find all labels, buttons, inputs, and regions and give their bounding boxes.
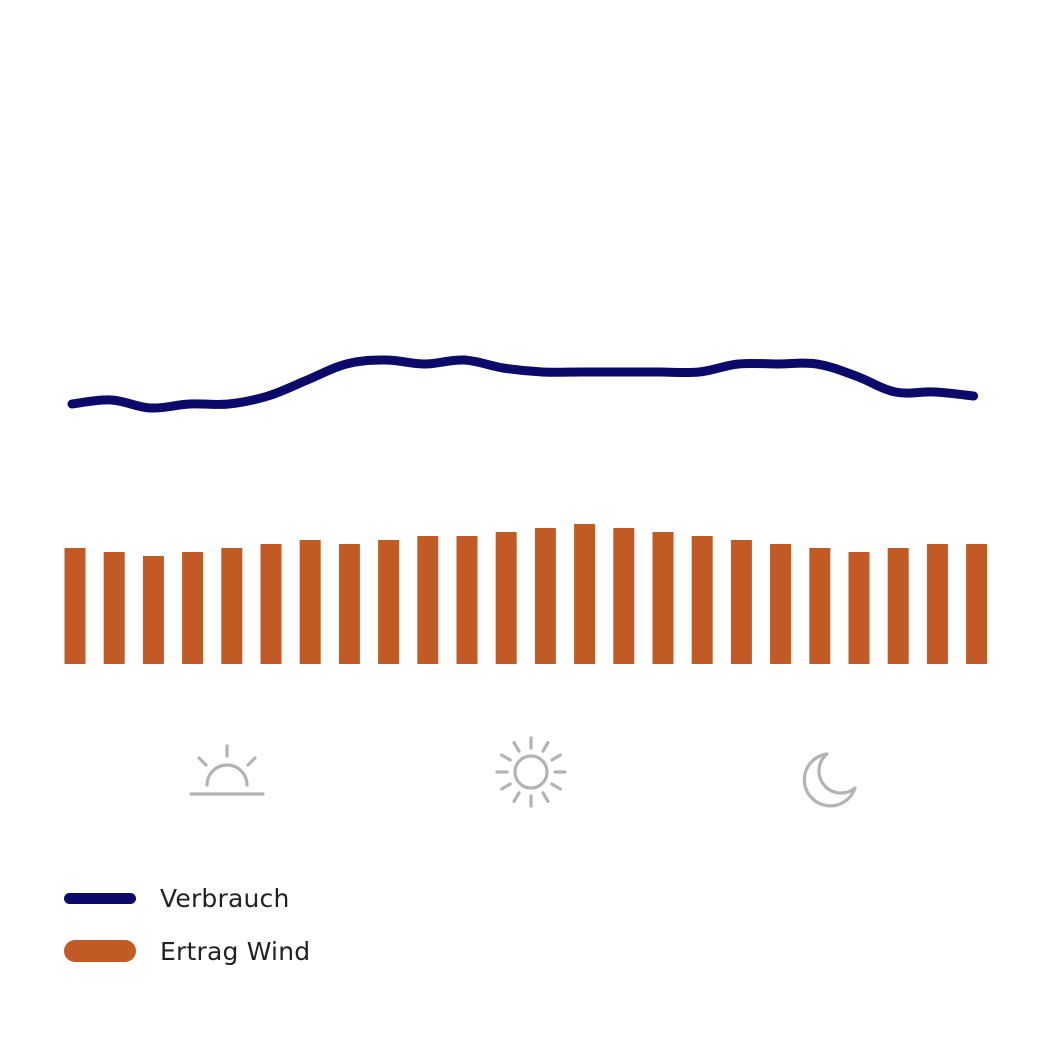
wind-bar bbox=[103, 552, 125, 664]
wind-bar bbox=[260, 544, 282, 664]
sun-icon bbox=[495, 736, 567, 808]
wind-bar bbox=[691, 536, 713, 664]
sun-ray bbox=[550, 782, 562, 791]
wind-bar bbox=[770, 544, 792, 664]
sun-ray bbox=[541, 741, 550, 753]
sun-ray bbox=[500, 782, 512, 791]
legend-item-consumption: Verbrauch bbox=[64, 878, 310, 918]
sun-ray bbox=[550, 753, 562, 762]
sun-ray bbox=[541, 791, 550, 803]
wind-bar bbox=[848, 552, 870, 664]
wind-bar bbox=[574, 524, 596, 664]
wind-bar bbox=[64, 548, 86, 664]
wind-bar bbox=[495, 532, 517, 664]
legend: Verbrauch Ertrag Wind bbox=[64, 878, 310, 984]
wind-bar bbox=[142, 556, 164, 664]
sun-ray bbox=[512, 791, 521, 803]
wind-bar bbox=[966, 544, 988, 664]
wind-bar bbox=[456, 536, 478, 664]
sun-ray bbox=[512, 741, 521, 753]
wind-bar bbox=[338, 544, 360, 664]
wind-bar bbox=[221, 548, 243, 664]
legend-swatch-consumption bbox=[64, 892, 136, 904]
consumption-line bbox=[67, 355, 979, 413]
wind-bar bbox=[730, 540, 752, 664]
legend-item-wind: Ertrag Wind bbox=[64, 931, 310, 971]
wind-bar bbox=[378, 540, 400, 664]
wind-bar bbox=[182, 552, 204, 664]
wind-bar bbox=[534, 528, 556, 664]
wind-bar bbox=[809, 548, 831, 664]
sunrise-icon bbox=[189, 744, 265, 796]
sun-ray bbox=[500, 753, 512, 762]
wind-bar bbox=[926, 544, 948, 664]
legend-label-consumption: Verbrauch bbox=[160, 883, 290, 913]
wind-bars bbox=[64, 524, 988, 664]
wind-bar bbox=[887, 548, 909, 664]
legend-label-wind: Ertrag Wind bbox=[160, 936, 311, 966]
wind-bar bbox=[417, 536, 439, 664]
moon-icon bbox=[802, 752, 857, 808]
wind-bar bbox=[299, 540, 321, 664]
wind-bar bbox=[652, 532, 674, 664]
legend-swatch-wind bbox=[64, 940, 136, 962]
wind-bar bbox=[613, 528, 635, 664]
